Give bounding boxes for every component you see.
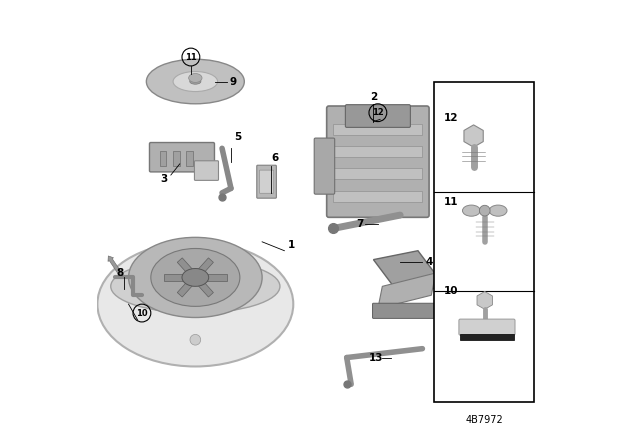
Ellipse shape bbox=[190, 79, 201, 84]
FancyBboxPatch shape bbox=[372, 303, 454, 319]
FancyBboxPatch shape bbox=[326, 106, 429, 217]
Bar bbox=[333, 168, 422, 180]
Text: 3: 3 bbox=[161, 174, 168, 185]
Ellipse shape bbox=[147, 59, 244, 104]
Bar bbox=[186, 151, 193, 166]
FancyBboxPatch shape bbox=[259, 170, 274, 193]
Circle shape bbox=[479, 205, 490, 216]
Text: 2: 2 bbox=[370, 92, 377, 102]
Bar bbox=[173, 151, 180, 166]
Text: 12: 12 bbox=[372, 108, 384, 117]
FancyArrow shape bbox=[195, 274, 227, 281]
FancyBboxPatch shape bbox=[257, 165, 276, 198]
Text: 10: 10 bbox=[444, 286, 459, 297]
Ellipse shape bbox=[463, 205, 480, 216]
Bar bbox=[160, 151, 166, 166]
FancyArrow shape bbox=[164, 274, 195, 281]
Bar bbox=[460, 334, 514, 340]
Text: 9: 9 bbox=[230, 77, 237, 86]
Polygon shape bbox=[373, 251, 445, 295]
Text: 11: 11 bbox=[444, 197, 459, 207]
Ellipse shape bbox=[173, 72, 218, 91]
FancyArrow shape bbox=[177, 258, 198, 280]
FancyArrow shape bbox=[108, 256, 121, 274]
Text: 1: 1 bbox=[287, 240, 294, 250]
FancyArrow shape bbox=[193, 275, 213, 297]
Ellipse shape bbox=[489, 205, 507, 216]
Ellipse shape bbox=[189, 73, 202, 82]
Ellipse shape bbox=[151, 249, 240, 306]
Circle shape bbox=[190, 334, 201, 345]
Ellipse shape bbox=[129, 237, 262, 318]
Ellipse shape bbox=[182, 268, 209, 286]
FancyArrow shape bbox=[177, 275, 198, 297]
Text: 12: 12 bbox=[444, 113, 459, 123]
Text: 6: 6 bbox=[272, 153, 279, 163]
Polygon shape bbox=[378, 273, 436, 309]
Text: 5: 5 bbox=[234, 132, 241, 142]
Bar bbox=[333, 190, 422, 202]
FancyBboxPatch shape bbox=[150, 142, 214, 172]
Text: 4: 4 bbox=[426, 257, 433, 267]
FancyBboxPatch shape bbox=[346, 105, 410, 127]
Text: 10: 10 bbox=[136, 309, 148, 318]
Text: 7: 7 bbox=[356, 219, 364, 229]
FancyBboxPatch shape bbox=[314, 138, 335, 194]
Ellipse shape bbox=[97, 242, 293, 366]
Text: 13: 13 bbox=[369, 353, 383, 362]
Text: 11: 11 bbox=[185, 52, 196, 61]
Bar bbox=[333, 124, 422, 135]
Text: 8: 8 bbox=[116, 268, 124, 278]
Bar bbox=[333, 146, 422, 157]
FancyBboxPatch shape bbox=[459, 319, 515, 335]
Ellipse shape bbox=[111, 260, 280, 313]
Text: 4B7972: 4B7972 bbox=[466, 415, 504, 425]
FancyBboxPatch shape bbox=[195, 161, 218, 181]
Bar bbox=[433, 82, 534, 402]
FancyArrow shape bbox=[193, 258, 213, 280]
